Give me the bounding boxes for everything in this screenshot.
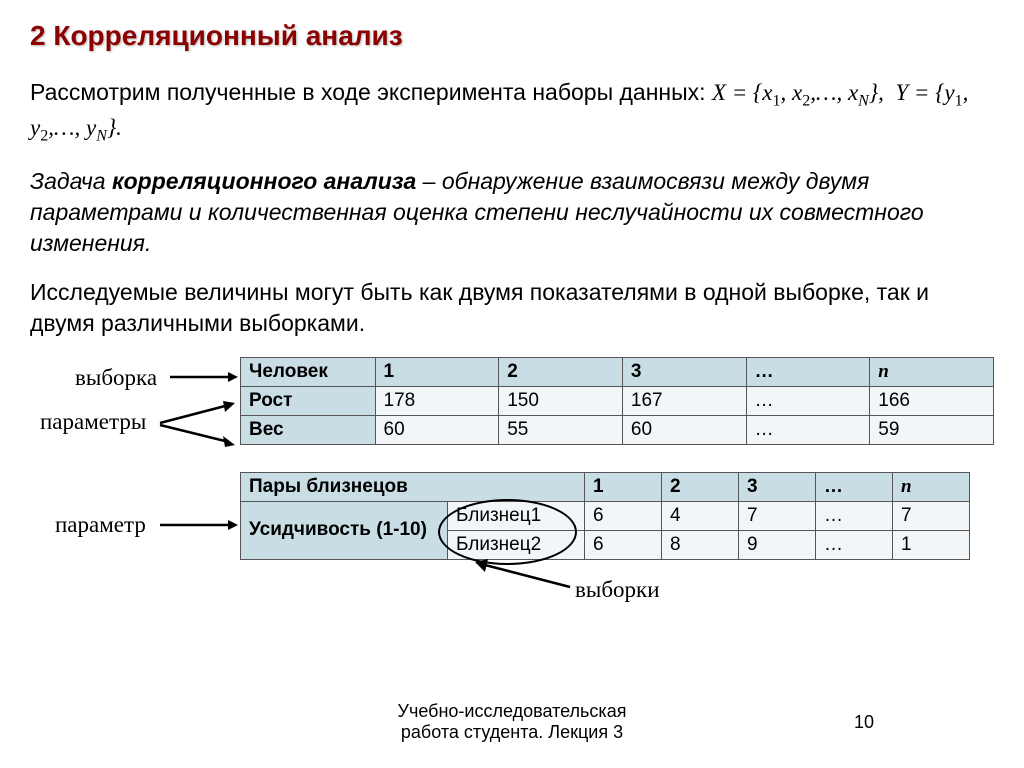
footer-line2: работа студента. Лекция 3 [401, 722, 623, 742]
t1-r2-5: 59 [870, 415, 994, 444]
paragraph-2: Задача корреляционного анализа – обнаруж… [30, 166, 994, 259]
ellipse-annotation [438, 499, 577, 565]
page-number: 10 [854, 712, 874, 733]
t1-r1-4: … [746, 386, 870, 415]
label-vyborki: выборки [575, 577, 660, 603]
t1-h0: Человек [241, 357, 376, 386]
p1-text: Рассмотрим полученные в ходе эксперимент… [30, 79, 712, 105]
t1-r2-3: 60 [622, 415, 746, 444]
t1-r2-2: 55 [499, 415, 623, 444]
t2-r2-0: 6 [585, 530, 662, 559]
t2-h5: n [893, 472, 970, 501]
t2-r2-1: 8 [662, 530, 739, 559]
paragraph-3: Исследуемые величины могут быть как двум… [30, 277, 994, 339]
arrow-vyborki [470, 557, 580, 597]
t1-h5: n [870, 357, 994, 386]
label-parametr: параметр [55, 512, 146, 538]
t2-r2-4: 1 [893, 530, 970, 559]
t2-r1-2: 7 [739, 501, 816, 530]
t2-h1: 1 [585, 472, 662, 501]
t2-h0: Пары близнецов [241, 472, 585, 501]
t2-h3: 3 [739, 472, 816, 501]
t2-r1-1: 4 [662, 501, 739, 530]
t2-h4: … [816, 472, 893, 501]
t1-r2-0: Вес [241, 415, 376, 444]
diagram-area: выборка параметры параметр выборки Челов… [30, 357, 994, 617]
t1-h2: 2 [499, 357, 623, 386]
footer-line1: Учебно-исследовательская [398, 701, 627, 721]
t2-r2-3: … [816, 530, 893, 559]
paragraph-1: Рассмотрим полученные в ходе эксперимент… [30, 77, 994, 148]
label-parametry: параметры [40, 409, 146, 435]
arrow-parametr [160, 515, 240, 535]
t1-r1-0: Рост [241, 386, 376, 415]
table-2: Пары близнецов 1 2 3 … n Усидчивость (1-… [240, 472, 970, 560]
t2-r1-4: 7 [893, 501, 970, 530]
t2-h2: 2 [662, 472, 739, 501]
t1-h3: 3 [622, 357, 746, 386]
t1-h4: … [746, 357, 870, 386]
t2-span: Усидчивость (1-10) [241, 501, 448, 559]
t1-r1-2: 150 [499, 386, 623, 415]
p2-pre: Задача [30, 168, 112, 194]
t2-r1-3: … [816, 501, 893, 530]
arrow-vyborka [170, 367, 240, 387]
label-vyborka: выборка [75, 365, 157, 391]
t1-r1-1: 178 [375, 386, 499, 415]
slide-title: 2 Корреляционный анализ [30, 20, 994, 52]
arrow-parametry [160, 403, 240, 448]
t1-r2-1: 60 [375, 415, 499, 444]
t2-r2-2: 9 [739, 530, 816, 559]
p2-bold: корреляционного анализа [112, 168, 416, 194]
table-1: Человек 1 2 3 … n Рост 178 150 167 … 166… [240, 357, 994, 445]
t1-h1: 1 [375, 357, 499, 386]
t1-r2-4: … [746, 415, 870, 444]
t1-r1-5: 166 [870, 386, 994, 415]
t2-r1-0: 6 [585, 501, 662, 530]
t1-r1-3: 167 [622, 386, 746, 415]
